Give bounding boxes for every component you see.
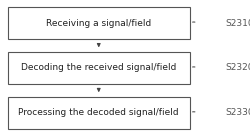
Text: S2320: S2320 [225,64,250,72]
FancyBboxPatch shape [8,7,190,39]
Text: Decoding the received signal/field: Decoding the received signal/field [21,64,176,72]
Text: S2330: S2330 [225,108,250,117]
Text: S2310: S2310 [225,19,250,28]
Text: Receiving a signal/field: Receiving a signal/field [46,19,152,28]
Text: Processing the decoded signal/field: Processing the decoded signal/field [18,108,179,117]
FancyBboxPatch shape [8,52,190,84]
FancyBboxPatch shape [8,97,190,129]
